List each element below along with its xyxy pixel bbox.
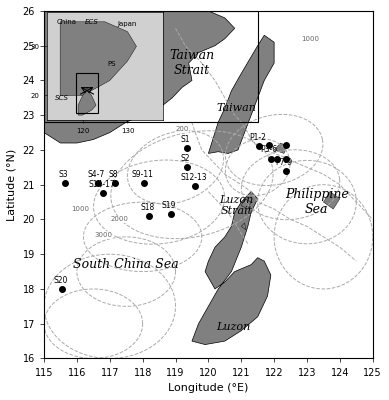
Text: Taiwan: Taiwan: [216, 103, 256, 113]
Polygon shape: [192, 192, 271, 344]
Text: 1000: 1000: [71, 206, 89, 212]
Text: P7-9: P7-9: [275, 158, 293, 167]
Text: S20: S20: [53, 276, 68, 285]
Text: S18: S18: [140, 203, 155, 212]
Text: 2000: 2000: [111, 216, 129, 222]
Polygon shape: [44, 11, 235, 143]
Text: 1000: 1000: [301, 36, 319, 42]
Text: S14-17: S14-17: [88, 180, 115, 189]
Y-axis label: Latitude (°N): Latitude (°N): [7, 148, 17, 221]
Text: S3: S3: [59, 170, 68, 179]
Text: 200: 200: [175, 126, 189, 132]
Bar: [76, 73, 98, 113]
Text: Luzon
Strait: Luzon Strait: [219, 195, 254, 216]
Polygon shape: [78, 90, 96, 115]
Text: Luzon: Luzon: [216, 322, 250, 332]
Text: SCS: SCS: [55, 95, 69, 101]
Text: S9-11: S9-11: [132, 170, 154, 179]
Text: P1-2: P1-2: [249, 133, 266, 142]
Bar: [44, 11, 258, 122]
Text: Taiwan
Strait: Taiwan Strait: [169, 49, 214, 77]
Text: PS: PS: [107, 60, 116, 66]
X-axis label: Longitude (°E): Longitude (°E): [168, 383, 249, 393]
Text: China: China: [57, 19, 77, 25]
Text: South China Sea: South China Sea: [74, 258, 179, 271]
Polygon shape: [209, 35, 274, 154]
Polygon shape: [241, 199, 251, 209]
Polygon shape: [60, 22, 137, 96]
Text: Japan: Japan: [118, 21, 137, 27]
Text: Philippine
Sea: Philippine Sea: [285, 188, 349, 216]
Polygon shape: [241, 223, 246, 230]
Text: S8: S8: [108, 170, 118, 179]
Text: S19: S19: [162, 201, 176, 210]
Text: S4-7: S4-7: [88, 170, 105, 179]
Text: P3-6: P3-6: [261, 146, 278, 154]
Text: S1: S1: [180, 135, 190, 144]
Polygon shape: [274, 143, 287, 154]
Polygon shape: [323, 192, 340, 209]
Text: S12-13: S12-13: [180, 173, 207, 182]
Text: ECS: ECS: [85, 19, 98, 25]
Text: 3000: 3000: [94, 232, 112, 238]
Text: S2: S2: [180, 154, 190, 163]
